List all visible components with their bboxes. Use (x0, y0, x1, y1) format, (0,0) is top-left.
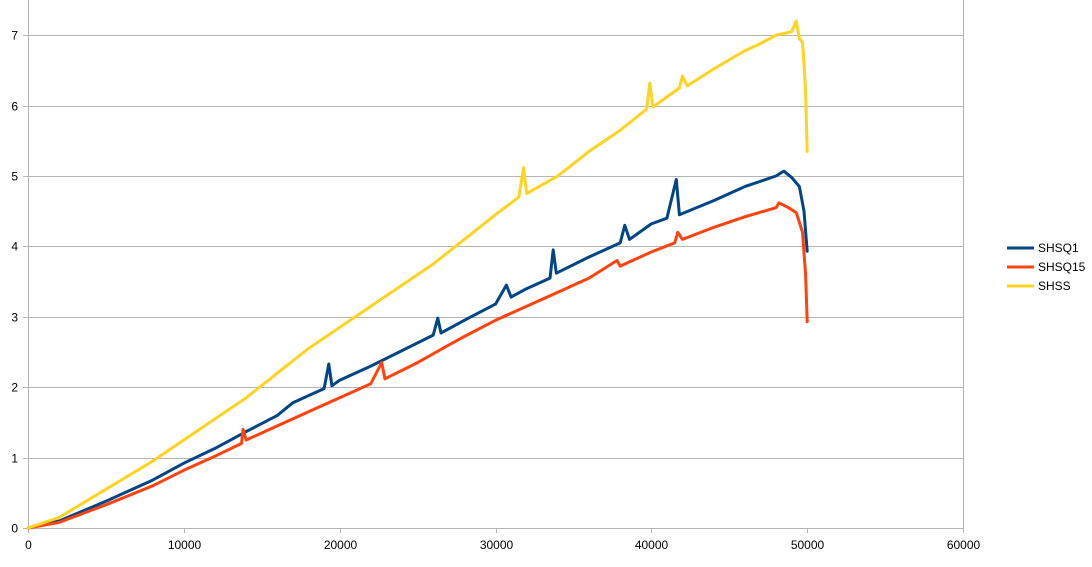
y-tick-label: 1 (11, 452, 18, 466)
y-tick-label: 0 (11, 522, 18, 536)
y-tick-label: 3 (11, 311, 18, 325)
x-tick-label: 0 (25, 538, 32, 552)
series-lines (26, 19, 809, 530)
x-tick-label: 20000 (324, 538, 358, 552)
y-tick-label: 4 (11, 240, 18, 254)
x-tick-label: 50000 (791, 538, 825, 552)
y-tick-label: 2 (11, 381, 18, 395)
legend: SHSQ1 SHSQ15 SHSS (1007, 241, 1086, 293)
series-line-shsq1 (26, 169, 809, 530)
series-line-shss (26, 19, 809, 530)
x-tick-label: 60000 (947, 538, 981, 552)
x-tick-label: 10000 (168, 538, 202, 552)
x-tick-label: 30000 (480, 538, 514, 552)
legend-label-shss: SHSS (1038, 279, 1071, 293)
series-line-shsq15 (26, 201, 809, 530)
axes: 0 1 2 3 4 5 6 7 0 10000 20000 30000 40000 50000 60000 (11, 0, 981, 552)
y-tick-label: 5 (11, 170, 18, 184)
x-tick-label: 40000 (635, 538, 669, 552)
y-tick-label: 7 (11, 29, 18, 43)
legend-label-shsq15: SHSQ15 (1038, 260, 1086, 274)
legend-label-shsq1: SHSQ1 (1038, 241, 1079, 255)
y-tick-label: 6 (11, 100, 18, 114)
